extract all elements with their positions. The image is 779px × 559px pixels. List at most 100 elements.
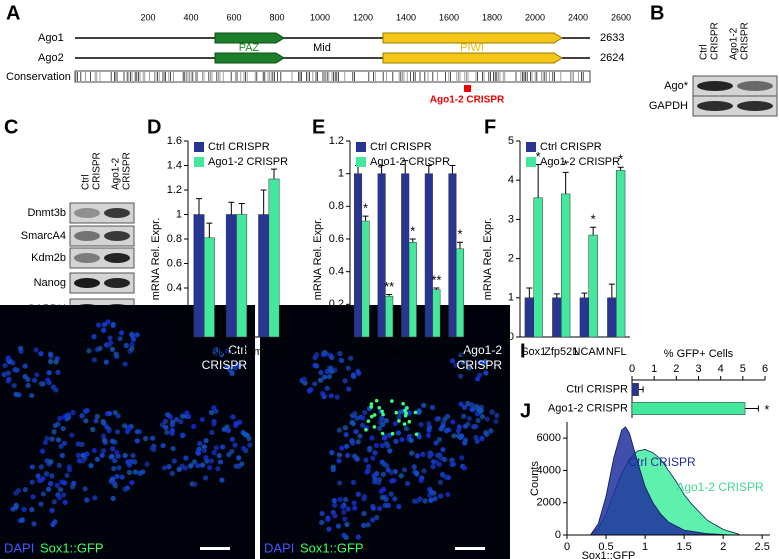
- nucleus: [54, 482, 60, 489]
- significance: *: [363, 201, 368, 216]
- nucleus: [79, 441, 85, 447]
- nucleus: [466, 415, 472, 422]
- y-tick-label: 6000: [537, 432, 561, 444]
- nucleus: [17, 345, 24, 351]
- stain-label: DAPI: [4, 540, 34, 555]
- nucleus: [203, 454, 209, 461]
- nucleus: [373, 442, 379, 449]
- nucleus: [457, 351, 464, 358]
- nucleus: [456, 433, 462, 439]
- nucleus: [465, 400, 471, 407]
- error-bar: [638, 386, 644, 393]
- nucleus: [203, 438, 209, 444]
- gfp-cell: [370, 414, 374, 419]
- nucleus: [122, 486, 128, 492]
- gfp-cell: [380, 409, 384, 414]
- nucleus: [385, 467, 391, 473]
- nucleus: [165, 412, 171, 418]
- nucleus: [365, 464, 372, 470]
- y-tick-label: 0.2: [167, 306, 182, 318]
- x-tick-label: Dnmt3b: [185, 346, 224, 358]
- nucleus: [461, 465, 467, 471]
- stain-label: DAPI: [264, 540, 294, 555]
- y-tick-label: 1: [176, 208, 182, 220]
- ruler-label: 600: [226, 12, 241, 22]
- nucleus: [169, 470, 175, 477]
- legend-swatch: [356, 157, 366, 167]
- nucleus: [385, 502, 391, 508]
- bar: [631, 402, 746, 415]
- nucleus: [428, 497, 434, 503]
- nucleus: [61, 414, 68, 420]
- nucleus: [355, 491, 361, 497]
- nucleus: [357, 433, 363, 439]
- nucleus: [22, 363, 28, 369]
- nucleus: [453, 362, 459, 368]
- nucleus: [241, 445, 247, 451]
- nucleus: [29, 479, 35, 485]
- nucleus: [404, 480, 411, 487]
- nucleus: [176, 466, 182, 473]
- blot-strip: [69, 225, 135, 247]
- nucleus: [110, 446, 116, 452]
- nucleus: [191, 423, 197, 430]
- nucleus: [35, 473, 41, 479]
- nucleus: [442, 456, 448, 463]
- nucleus: [361, 496, 367, 502]
- x-tick-label: 0: [564, 541, 570, 553]
- nucleus: [396, 414, 402, 420]
- y-tick-label: 1: [508, 292, 514, 304]
- nucleus: [403, 426, 409, 432]
- nucleus: [324, 385, 330, 391]
- nucleus: [361, 522, 367, 529]
- blot-band: [74, 208, 100, 218]
- condition-label: Ago1-2: [463, 343, 502, 357]
- legend-swatch: [526, 142, 536, 152]
- bar: [225, 214, 237, 338]
- nucleus: [195, 450, 201, 456]
- nucleus: [60, 425, 66, 432]
- nucleus: [445, 491, 451, 498]
- nucleus: [396, 503, 402, 510]
- nucleus: [38, 464, 44, 470]
- nucleus: [348, 355, 354, 361]
- bar: [552, 297, 562, 338]
- nucleus: [12, 367, 18, 373]
- ruler-label: 1400: [396, 12, 416, 22]
- nucleus: [314, 352, 320, 358]
- blot-strip: [69, 247, 135, 269]
- nucleus: [75, 452, 81, 458]
- nucleus: [451, 433, 457, 439]
- nucleus: [84, 407, 90, 414]
- column-label: Ctrl: [699, 44, 710, 60]
- nucleus: [62, 499, 68, 505]
- y-axis-label: mRNA Rel. Expr.: [150, 218, 162, 301]
- nucleus: [239, 461, 245, 467]
- y-tick-label: 2000: [537, 497, 561, 509]
- column-label: Ago1-2: [111, 157, 122, 190]
- nucleus: [334, 394, 340, 400]
- gfp-cell: [372, 425, 377, 429]
- nucleus: [45, 377, 51, 383]
- nucleus: [420, 451, 426, 457]
- nucleus: [437, 452, 443, 458]
- x-tick-label: 3: [695, 363, 701, 375]
- nucleus: [387, 448, 393, 454]
- nucleus: [97, 345, 103, 352]
- nucleus: [116, 465, 122, 471]
- nucleus: [161, 465, 168, 471]
- nucleus: [364, 469, 370, 475]
- nucleus: [379, 494, 386, 501]
- nucleus: [114, 449, 120, 455]
- nucleus: [372, 450, 378, 456]
- y-tick-label: 1: [338, 168, 344, 180]
- x-tick-label: 6: [762, 363, 768, 375]
- nucleus: [45, 486, 52, 492]
- x-tick-label: 4: [718, 363, 724, 375]
- nucleus: [224, 424, 230, 430]
- nucleus: [399, 436, 405, 443]
- nucleus: [10, 360, 16, 366]
- nucleus: [370, 455, 376, 461]
- error-bar: [449, 165, 456, 174]
